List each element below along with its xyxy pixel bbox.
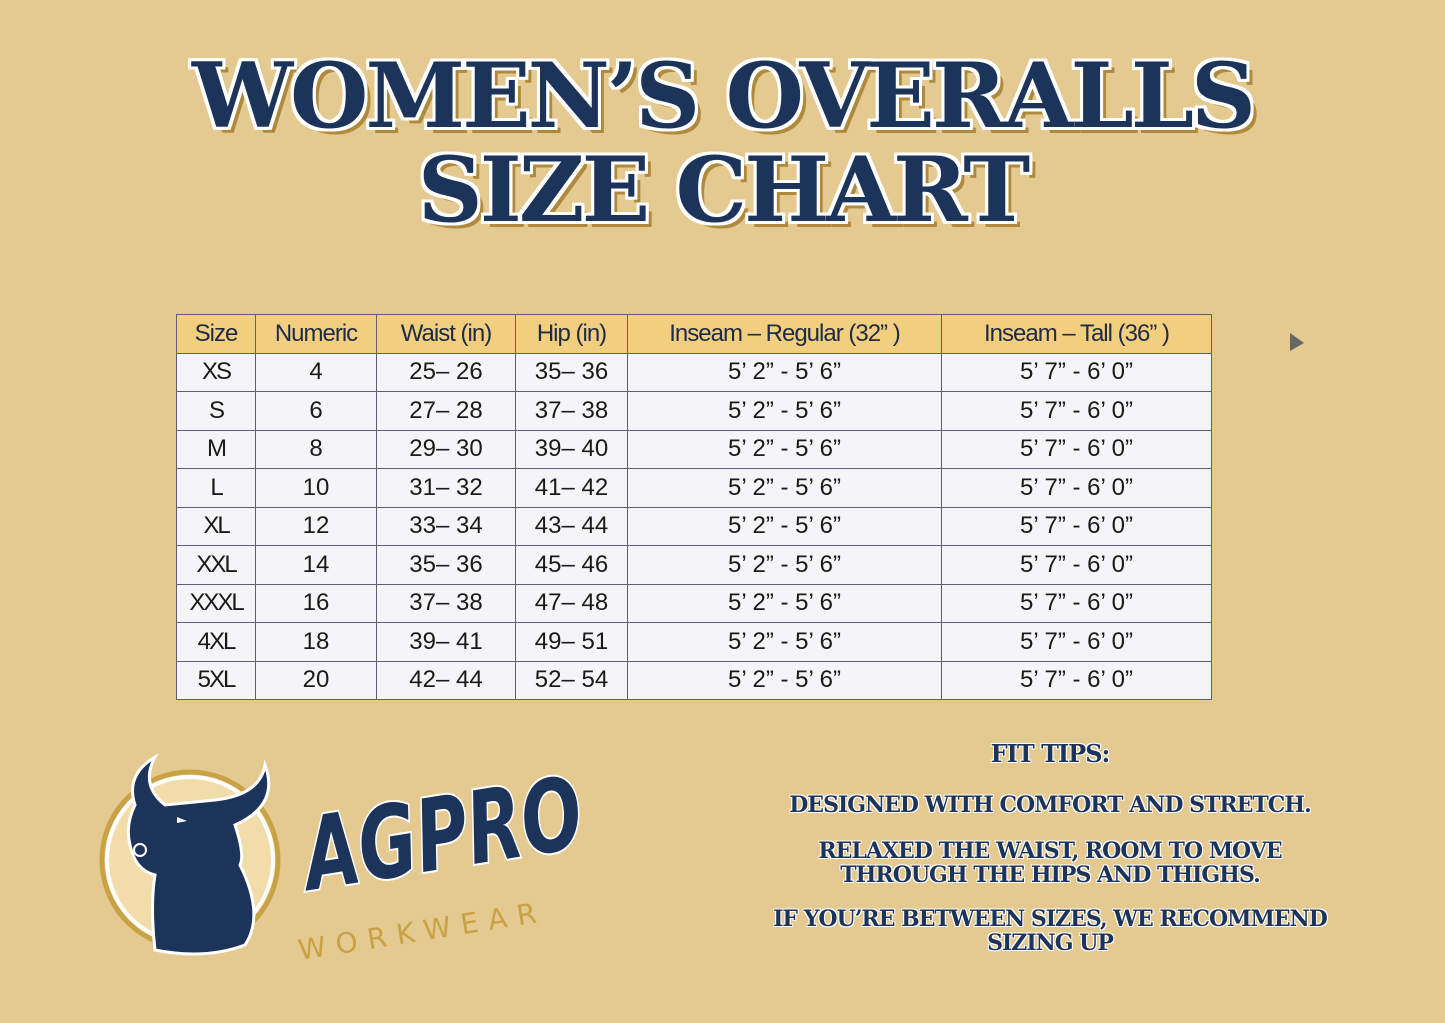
table-cell: 5’ 7” - 6’ 0”: [941, 545, 1212, 585]
title-line-1: WOMEN’S OVERALLS: [191, 43, 1256, 149]
table-cell: XXXL: [176, 583, 256, 623]
table-row: XS 4 25– 26 35– 36 5’ 2” - 5’ 6” 5’ 7” - 6’ 0…: [176, 352, 1212, 392]
table-row: XXXL 16 37– 38 47– 48 5’ 2” - 5’ 6” 5’ 7” - 6…: [176, 583, 1212, 623]
table-cell: 6: [255, 391, 377, 431]
table-cell: 43– 44: [515, 506, 628, 546]
table-cell: 5’ 2” - 5’ 6”: [627, 391, 942, 431]
title-line-2: SIZE CHART: [417, 137, 1030, 243]
table-cell: 31– 32: [376, 468, 516, 508]
table-row: 4XL 18 39– 41 49– 51 5’ 2” - 5’ 6” 5’ 7” - 6’…: [176, 622, 1212, 662]
column-header: Waist (in): [376, 314, 516, 354]
bull-head-icon: [99, 752, 281, 956]
size-table: Size Numeric Waist (in) Hip (in) Inseam – Re…: [176, 314, 1212, 700]
table-cell: 5’ 7” - 6’ 0”: [941, 583, 1212, 623]
table-cell: 5’ 7” - 6’ 0”: [941, 660, 1212, 700]
table-cell: 4XL: [176, 622, 256, 662]
table-cell: 5’ 2” - 5’ 6”: [627, 429, 942, 469]
table-cell: 12: [255, 506, 377, 546]
table-cell: 5XL: [176, 660, 256, 700]
table-cell: 35– 36: [515, 352, 628, 392]
table-cell: 25– 26: [376, 352, 516, 392]
column-header: Hip (in): [515, 314, 628, 354]
table-cell: 45– 46: [515, 545, 628, 585]
logo-brand: AGPRO: [291, 754, 591, 914]
table-cell: 39– 40: [515, 429, 628, 469]
table-cell: 14: [255, 545, 377, 585]
table-cell: 37– 38: [376, 583, 516, 623]
fit-tips-heading: FIT TIPS:: [990, 739, 1111, 768]
table-cell: 5’ 7” - 6’ 0”: [941, 468, 1212, 508]
table-cell: 35– 36: [376, 545, 516, 585]
table-cell: 5’ 7” - 6’ 0”: [941, 352, 1212, 392]
table-cell: 18: [255, 622, 377, 662]
table-cell: 5’ 2” - 5’ 6”: [627, 468, 942, 508]
table-cell: 42– 44: [376, 660, 516, 700]
table-cell: 5’ 2” - 5’ 6”: [627, 506, 942, 546]
table-cell: 16: [255, 583, 377, 623]
table-cell: 27– 28: [376, 391, 516, 431]
table-cell: S: [176, 391, 256, 431]
table-row: 5XL 20 42– 44 52– 54 5’ 2” - 5’ 6” 5’ 7” - 6’…: [176, 660, 1212, 700]
table-cell: 5’ 2” - 5’ 6”: [627, 545, 942, 585]
table-cell: 20: [255, 660, 377, 700]
cursor-icon: [1290, 333, 1304, 351]
column-header: Numeric: [255, 314, 377, 354]
table-cell: XS: [176, 352, 256, 392]
table-cell: 4: [255, 352, 377, 392]
table-cell: 39– 41: [376, 622, 516, 662]
table-row: L 10 31– 32 41– 42 5’ 2” - 5’ 6” 5’ 7” - 6’ 0…: [176, 468, 1212, 508]
agpro-logo: AGPRO WORKWEAR: [99, 752, 592, 967]
table-cell: 49– 51: [515, 622, 628, 662]
table-cell: 5’ 2” - 5’ 6”: [627, 583, 942, 623]
table-cell: 33– 34: [376, 506, 516, 546]
column-header: Inseam – Regular (32” ): [627, 314, 942, 354]
table-cell: 52– 54: [515, 660, 628, 700]
table-cell: 47– 48: [515, 583, 628, 623]
table-cell: XXL: [176, 545, 256, 585]
fit-tip-3-line-1: IF YOU’RE BETWEEN SIZES, WE RECOMMEND: [773, 906, 1328, 932]
table-cell: L: [176, 468, 256, 508]
table-cell: 5’ 7” - 6’ 0”: [941, 622, 1212, 662]
table-cell: 29– 30: [376, 429, 516, 469]
table-header-row: Size Numeric Waist (in) Hip (in) Inseam – Re…: [176, 314, 1212, 354]
fit-tip-1: DESIGNED WITH COMFORT AND STRETCH.: [789, 792, 1312, 818]
table-row: XL 12 33– 34 43– 44 5’ 2” - 5’ 6” 5’ 7” - 6’ …: [176, 506, 1212, 546]
table-cell: XL: [176, 506, 256, 546]
table-cell: 5’ 2” - 5’ 6”: [627, 622, 942, 662]
table-cell: 10: [255, 468, 377, 508]
table-cell: 5’ 2” - 5’ 6”: [627, 660, 942, 700]
table-row: M 8 29– 30 39– 40 5’ 2” - 5’ 6” 5’ 7” - 6’ 0”: [176, 429, 1212, 469]
fit-tip-2-line-2: THROUGH THE HIPS AND THIGHS.: [840, 862, 1260, 888]
table-cell: 37– 38: [515, 391, 628, 431]
fit-tip-3-line-2: SIZING UP: [987, 930, 1114, 956]
table-cell: 5’ 7” - 6’ 0”: [941, 506, 1212, 546]
table-cell: M: [176, 429, 256, 469]
table-cell: 5’ 7” - 6’ 0”: [941, 429, 1212, 469]
table-cell: 8: [255, 429, 377, 469]
column-header: Size: [176, 314, 256, 354]
column-header: Inseam – Tall (36” ): [941, 314, 1212, 354]
table-cell: 5’ 7” - 6’ 0”: [941, 391, 1212, 431]
fit-tip-2-line-1: RELAXED THE WAIST, ROOM TO MOVE: [818, 838, 1282, 864]
table-cell: 5’ 2” - 5’ 6”: [627, 352, 942, 392]
table-row: S 6 27– 28 37– 38 5’ 2” - 5’ 6” 5’ 7” - 6’ 0”: [176, 391, 1212, 431]
table-row: XXL 14 35– 36 45– 46 5’ 2” - 5’ 6” 5’ 7” - 6’…: [176, 545, 1212, 585]
table-cell: 41– 42: [515, 468, 628, 508]
